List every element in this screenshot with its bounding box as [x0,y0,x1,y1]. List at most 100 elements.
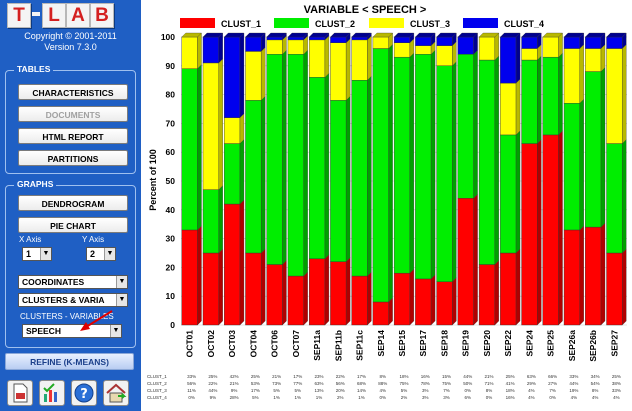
table-row-label-clust_4: CLUST_4 [147,395,167,400]
table-cell-sep14-clust_4: 0% [380,395,387,400]
bar-sep11a-clust_2 [308,77,326,259]
x-tick-label-sep22: SEP22 [503,330,513,357]
toolbar-button-home[interactable] [103,380,129,406]
bar-sep14-clust_2 [372,48,389,303]
bar-sep27-clust_4 [606,36,623,49]
bar-sep14-clust_1 [372,301,389,326]
refine-kmeans-button[interactable]: REFINE (K-MEANS) [5,353,134,370]
table-row-label-clust_1: CLUST_1 [147,374,167,379]
bar-oct03-clust_3-side [239,113,245,144]
table-cell-sep24-clust_3: 4% [528,388,535,393]
graph-type-select[interactable]: COORDINATES ▼ [18,275,128,289]
documents-button[interactable]: DOCUMENTS [18,106,128,122]
chevron-down-icon[interactable]: ▼ [40,248,51,260]
html-report-button[interactable]: HTML REPORT [18,128,128,144]
bar-sep17-clust_2-side [430,49,436,280]
variable-select[interactable]: SPEECH ▼ [22,324,122,338]
bar-sep18-clust_1 [436,281,453,326]
table-cell-sep17-clust_1: 16% [421,374,430,379]
table-cell-sep26b-clust_4: 4% [592,395,599,400]
bar-sep11c-clust_1-side [367,271,372,326]
chevron-down-icon[interactable]: ▼ [110,325,121,337]
bar-sep18-clust_1-side [452,277,457,326]
x-axis-select[interactable]: 1 ▼ [22,247,52,261]
bar-sep20-clust_1-side [494,260,499,326]
dendrogram-button[interactable]: DENDROGRAM [18,195,128,211]
bar-oct03-clust_2-side [239,139,245,205]
bar-sep25-clust_2 [542,56,559,136]
graphs-group-title: GRAPHS [14,179,57,189]
toolbar-button-save[interactable] [7,380,33,406]
bar-sep11c-top [351,32,372,38]
bar-oct04-clust_3 [245,51,262,101]
table-cell-sep18-clust_4: 3% [443,395,450,400]
bar-sep17-clust_4 [415,36,432,46]
graph-source-select[interactable]: CLUSTERS & VARIA ▼ [18,293,128,307]
bar-sep15-top [393,32,415,38]
bar-oct03-clust_2 [224,143,241,205]
bar-oct01-clust_2 [181,68,198,231]
legend-label-clust_1: CLUST_1 [221,19,261,29]
bar-oct06-clust_4 [266,36,283,41]
bar-oct03-clust_1 [224,203,241,326]
chevron-down-icon[interactable]: ▼ [116,276,127,288]
bar-sep27-clust_3 [606,48,623,144]
table-cell-oct07-clust_4: 1% [295,395,302,400]
table-cell-oct07-clust_1: 17% [293,374,302,379]
table-cell-sep11b-clust_3: 20% [336,388,345,393]
chart-check-icon [43,383,57,402]
chevron-down-icon[interactable]: ▼ [104,248,115,260]
legend-label-clust_3: CLUST_3 [410,19,450,29]
partitions-button[interactable]: PARTITIONS [18,150,128,166]
legend-swatch-clust_4 [463,18,498,28]
bar-sep11a-clust_2-side [324,72,330,260]
tables-group: TABLES CHARACTERISTICS DOCUMENTS HTML RE… [5,64,136,174]
y-axis-title: Percent of 100 [148,149,158,211]
table-cell-sep15-clust_3: 5% [401,388,408,393]
x-tick-label-oct03: OCT03 [227,330,237,358]
bar-sep26b-top [584,32,606,38]
chevron-down-icon[interactable]: ▼ [116,294,127,306]
bar-sep15-clust_1 [393,272,411,326]
bar-sep27-top [606,32,627,38]
bar-sep11a-clust_1-side [324,254,330,326]
bar-sep26a-clust_1-side [579,225,584,326]
characteristics-button[interactable]: CHARACTERISTICS [18,84,128,100]
x-tick-label-sep11b: SEP11b [333,330,343,361]
toolbar-button-help[interactable]: ? [71,380,97,406]
bar-sep24-clust_3 [521,48,538,61]
bar-oct01-clust_1 [181,229,198,326]
pie-chart-button[interactable]: PIE CHART [18,217,128,233]
table-cell-oct02-clust_1: 25% [208,374,217,379]
table-cell-sep20-clust_2: 71% [484,381,493,386]
bar-sep11c-clust_1 [351,275,368,326]
table-cell-oct02-clust_3: 44% [208,388,217,393]
x-axis-value: 1 [26,249,32,259]
bar-sep11b-clust_2-side [345,95,351,263]
x-tick-label-sep14: SEP14 [376,330,386,357]
bar-oct04-clust_2 [245,100,262,254]
toolbar-button-chart[interactable] [39,380,65,406]
bar-sep26b-clust_3-side [600,44,606,72]
table-cell-sep11a-clust_2: 63% [315,381,324,386]
x-tick-label-sep11a: SEP11a [312,330,322,361]
bar-sep11c-clust_2 [351,79,368,277]
bar-sep26b-clust_4 [585,36,602,49]
table-cell-sep26a-clust_3: 19% [569,388,578,393]
bar-sep26a-top [563,32,585,38]
variable-select-value: SPEECH [26,326,61,336]
table-cell-sep11a-clust_4: 1% [316,395,323,400]
table-cell-sep11b-clust_2: 56% [336,381,345,386]
version-text: Version 7.3.0 [44,42,97,52]
bar-oct04-top [245,32,266,38]
y-axis-select[interactable]: 2 ▼ [86,247,116,261]
table-cell-sep27-clust_2: 38% [612,381,621,386]
table-cell-sep18-clust_1: 15% [442,374,451,379]
table-cell-sep27-clust_3: 33% [612,388,621,393]
bar-sep26b-clust_2 [585,71,602,228]
table-cell-oct03-clust_1: 42% [230,374,239,379]
logo-letter-b: B [90,3,114,28]
x-tick-label-oct01: OCT01 [185,330,195,358]
table-cell-sep22-clust_1: 25% [506,374,515,379]
bar-sep24-clust_2 [521,59,538,144]
